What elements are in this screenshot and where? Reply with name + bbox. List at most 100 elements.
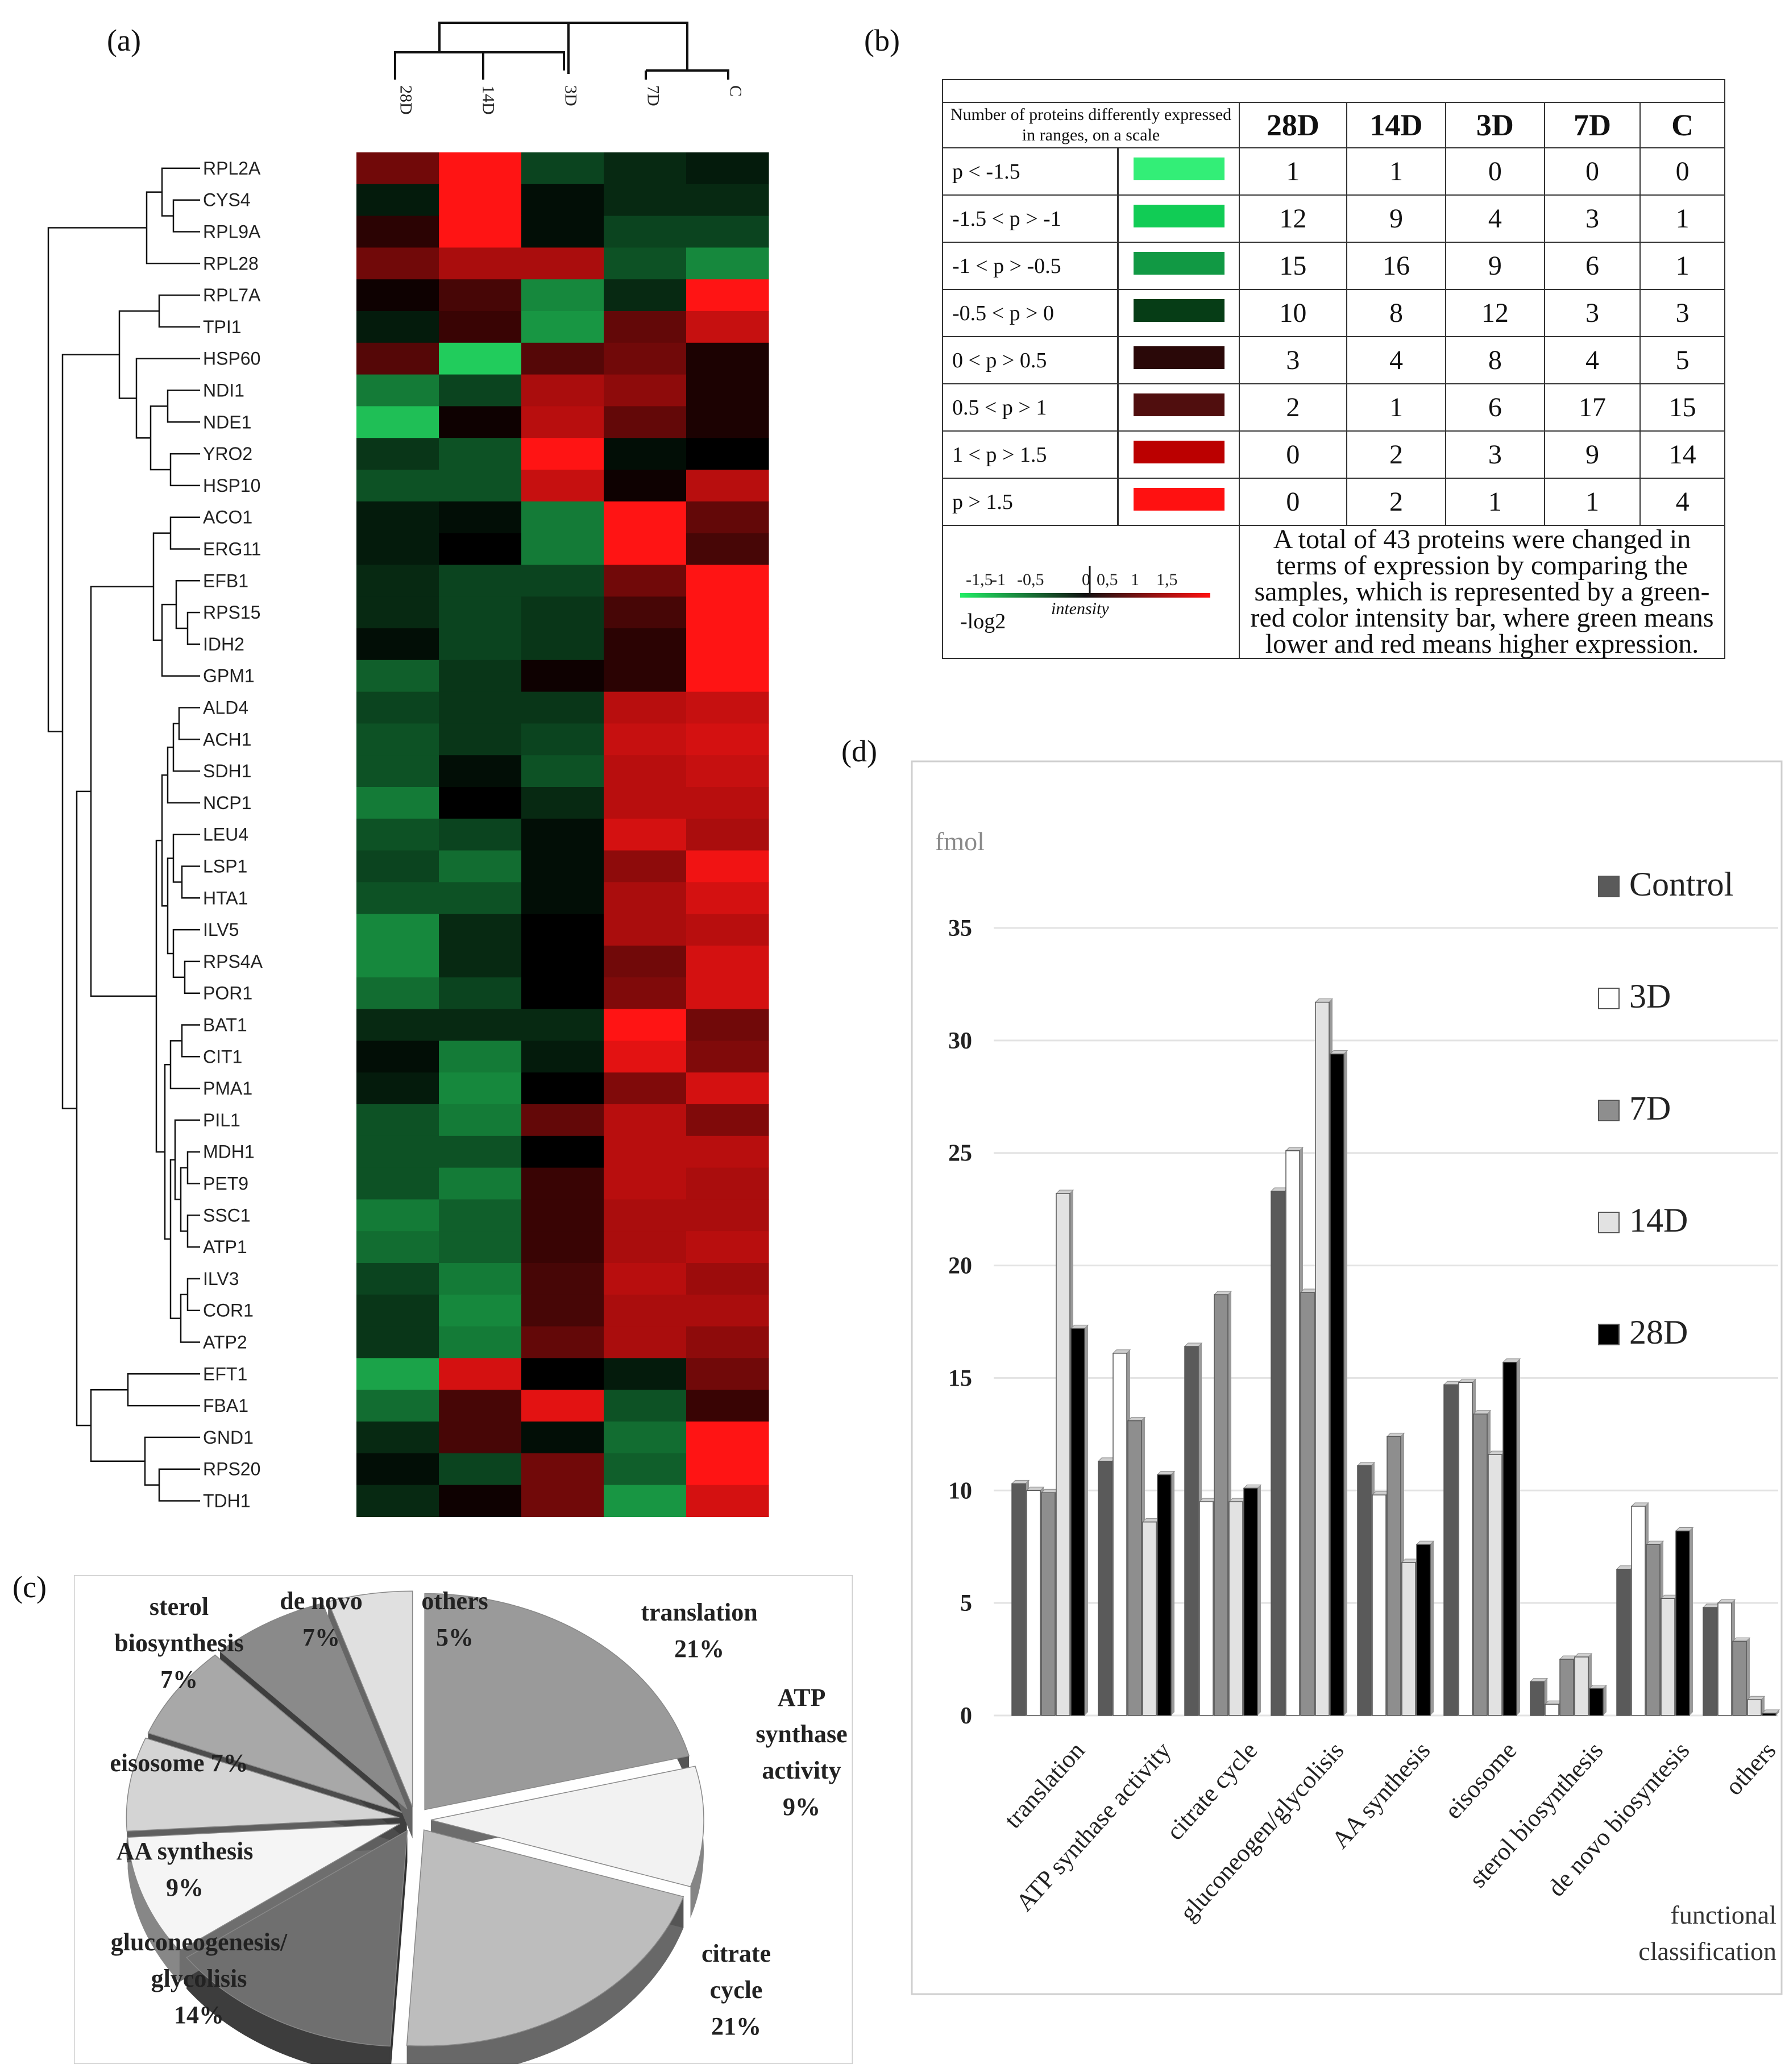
heatmap-cell [521, 342, 604, 375]
heatmap-cell [521, 977, 604, 1010]
pie-chart: translation 21% ATP synthase activity 9% citra… [74, 1575, 853, 2064]
heatmap-cell [521, 247, 604, 280]
heatmap-cell [439, 1199, 522, 1232]
heatmap-cell [521, 1167, 604, 1200]
pie-label: AA synthesis [117, 1837, 254, 1865]
heatmap-cell [356, 628, 439, 661]
row-label: LSP1 [203, 856, 247, 877]
heatmap-cell [521, 850, 604, 882]
bar [1443, 1384, 1458, 1716]
heatmap-cell [521, 216, 604, 248]
bar [1703, 1607, 1717, 1716]
range-label: -0.5 < p > 0 [942, 289, 1119, 337]
row-label: RPS15 [203, 602, 260, 623]
scale-bar [960, 593, 1210, 598]
heatmap-cell [521, 946, 604, 978]
heatmap-cell [604, 1358, 687, 1390]
heatmap-figure: 28D 14D 3D 7D C RPL2A CYS4 RPL9A RPL28 RPL7A TPI1… [47, 22, 769, 1517]
column-label: 14D [479, 85, 498, 115]
heatmap-cell [439, 406, 522, 438]
heatmap-cell [521, 1358, 604, 1390]
bar-side [1171, 1471, 1174, 1715]
heatmap-cell [521, 914, 604, 946]
heatmap-cell [439, 438, 522, 470]
heatmap-cell [604, 1136, 687, 1168]
row-label: ACO1 [203, 507, 252, 528]
heatmap-cell [356, 311, 439, 343]
bar [1473, 1413, 1488, 1716]
heatmap-cell [521, 723, 604, 756]
heatmap-cell [439, 152, 522, 185]
row-label: RPL7A [203, 285, 261, 305]
range-label: -1 < p > -0.5 [942, 242, 1119, 290]
column-labels: 28D 14D 3D 7D C [397, 85, 745, 115]
row-label: ILV3 [203, 1269, 239, 1289]
heatmap-cells [356, 152, 769, 1517]
heatmap-cell [686, 1390, 769, 1422]
heatmap-cell [521, 533, 604, 565]
heatmap-cell [439, 1422, 522, 1454]
heatmap-cell [604, 1390, 687, 1422]
heatmap-cell [521, 1231, 604, 1263]
range-swatch [1133, 393, 1225, 416]
heatmap-cell [439, 1167, 522, 1200]
bar-side [1776, 1710, 1779, 1715]
heatmap-cell [604, 628, 687, 661]
heatmap-cell [686, 279, 769, 312]
heatmap-cell [356, 1104, 439, 1137]
heatmap-cell [439, 1485, 522, 1517]
heatmap-cell [604, 247, 687, 280]
heatmap-cell [439, 755, 522, 788]
heatmap-cell [521, 1422, 604, 1454]
heatmap-cell [356, 914, 439, 946]
dendrogram-branch [172, 723, 200, 772]
heatmap-cell [604, 914, 687, 946]
dendrogram-branch [90, 586, 156, 997]
bar [1675, 1530, 1690, 1716]
dendrogram-branch [181, 1024, 200, 1058]
heatmap-cell [356, 1390, 439, 1422]
dendrogram-branch [164, 1064, 171, 1240]
y-tick: 35 [948, 915, 972, 942]
range-swatch-cell [1117, 147, 1240, 196]
count-cell: 2 [1346, 430, 1447, 479]
heatmap-cell [604, 470, 687, 502]
pie-slice [406, 1829, 684, 2046]
heatmap-cell [686, 946, 769, 978]
bar [1113, 1353, 1127, 1716]
heatmap-cell [604, 565, 687, 597]
dendrogram-branch [186, 1151, 200, 1184]
dendrogram-branch [184, 960, 200, 994]
pie-slice-side [186, 1957, 391, 2064]
heatmap-cell [356, 596, 439, 629]
bar [1661, 1598, 1675, 1716]
heatmap-cell [686, 787, 769, 819]
bar-side [1517, 1358, 1520, 1715]
row-label: ATP1 [203, 1237, 247, 1257]
row-label: RPS4A [203, 951, 263, 972]
bar [1026, 1490, 1041, 1716]
heatmap-cell [439, 628, 522, 661]
legend-label: 14D [1629, 1201, 1688, 1239]
count-cell: 14 [1639, 430, 1725, 479]
heatmap-cell [439, 1009, 522, 1041]
bar [1574, 1656, 1589, 1716]
count-cell: 9 [1445, 242, 1545, 290]
panel-label-b: (b) [864, 23, 900, 57]
heatmap-cell [356, 501, 439, 534]
row-label: RPL28 [203, 253, 259, 273]
heatmap-cell [439, 1136, 522, 1168]
pie-label: 14% [174, 2001, 224, 2029]
heatmap-cell [521, 1199, 604, 1232]
heatmap-cell [604, 787, 687, 819]
pie-slices [126, 1590, 704, 2064]
range-swatch [1133, 299, 1225, 322]
pie-slice [185, 1829, 408, 2047]
row-label: LEU4 [203, 824, 248, 845]
heatmap-cell [521, 311, 604, 343]
heatmap-cell [686, 1072, 769, 1105]
intensity-scale: -1,5-1 -0,5 0 0,5 1 1,5 -log2 intensity [960, 566, 1210, 633]
row-label: ATP2 [203, 1332, 247, 1353]
heatmap-cell [439, 596, 522, 629]
heatmap-cell [604, 533, 687, 565]
